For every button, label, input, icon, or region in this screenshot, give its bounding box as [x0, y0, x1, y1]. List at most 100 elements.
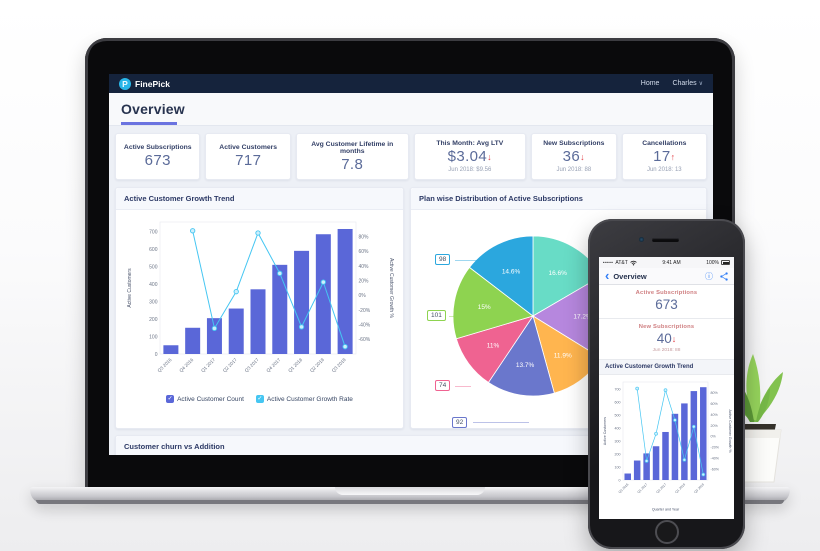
page-header: Overview: [109, 93, 713, 126]
svg-text:400: 400: [149, 282, 158, 288]
pie-callout-line: [449, 316, 463, 317]
kpi-card-active-customers: Active Customers 717: [205, 133, 291, 180]
svg-text:0: 0: [154, 352, 157, 358]
kpi-subtext: Jun 2018: 88: [652, 348, 681, 354]
pie-callout: 74: [435, 380, 451, 391]
svg-text:Active Customer Growth %: Active Customer Growth %: [728, 410, 732, 454]
phone-page-title: Overview: [613, 271, 647, 281]
svg-text:400: 400: [614, 427, 620, 431]
kpi-value: 673: [655, 297, 678, 312]
svg-text:15%: 15%: [478, 304, 491, 311]
pie-chart-area: 16.6% 17.2% 11.9% 13.7% 11% 15% 14.6% 98 101 7…: [411, 210, 706, 428]
svg-text:Q3 2017: Q3 2017: [655, 483, 667, 495]
trend-arrow-icon: ↓: [487, 152, 493, 163]
svg-text:16.6%: 16.6%: [548, 270, 567, 277]
kpi-label: New Subscriptions: [638, 324, 695, 331]
legend-growth-rate[interactable]: ✓ Active Customer Growth Rate: [255, 395, 353, 403]
pie-callout: 101: [427, 310, 446, 321]
kpi-subtext: Jun 2018: 88: [556, 166, 592, 173]
svg-text:Q3 2017: Q3 2017: [243, 357, 259, 373]
svg-text:700: 700: [149, 229, 158, 235]
svg-text:11.9%: 11.9%: [554, 353, 572, 360]
svg-text:20%: 20%: [710, 424, 718, 428]
info-icon[interactable]: ⓘ: [705, 271, 713, 281]
kpi-subtext: Jun 2018: 13: [646, 166, 682, 173]
phone-growth-trend-chart: 0 100 200 300 400 500 600 700 -60% -40% -20% 0% 20% 4…: [603, 382, 732, 512]
pie-callout-line: [473, 422, 529, 423]
phone-kpi-active-subscriptions: Active Subscriptions 673: [599, 285, 734, 320]
svg-text:Active Customers: Active Customers: [603, 417, 607, 445]
phone-camera-icon: [639, 237, 644, 242]
kpi-card-cancellations: Cancellations 17↑ Jun 2018: 13: [621, 133, 708, 180]
kpi-value: 7.8: [341, 155, 364, 173]
svg-text:Q2 2018: Q2 2018: [309, 357, 325, 373]
checkbox-checked-icon[interactable]: ✓: [255, 395, 264, 403]
kpi-subtext: Jun 2018: $9.56: [448, 166, 492, 173]
svg-text:14.6%: 14.6%: [502, 269, 521, 276]
growth-trend-panel: Active Customer Growth Trend 0 100 200 300 4…: [115, 187, 404, 429]
svg-text:60%: 60%: [358, 249, 369, 255]
svg-text:Q2 2017: Q2 2017: [221, 357, 237, 373]
svg-text:700: 700: [614, 388, 620, 392]
kpi-value: 717: [235, 152, 262, 170]
back-button[interactable]: ‹: [605, 268, 610, 283]
legend-label: Active Customer Count: [177, 395, 244, 403]
svg-text:Q3 2016: Q3 2016: [617, 483, 629, 495]
svg-text:-20%: -20%: [710, 446, 719, 450]
brand: P FinePick: [119, 77, 170, 90]
pie-callout: 98: [435, 254, 451, 265]
navbar-links: Home Charles ∨: [641, 80, 703, 87]
wifi-icon: [630, 260, 637, 266]
kpi-card-active-subscriptions: Active Subscriptions 673: [115, 133, 201, 180]
kpi-card-avg-ltv: This Month: Avg LTV $3.04↓ Jun 2018: $9.…: [413, 133, 527, 180]
finepick-logo-icon: P: [119, 77, 131, 90]
svg-text:13.7%: 13.7%: [516, 362, 535, 369]
kpi-label: New Subscriptions: [543, 140, 605, 148]
plan-distribution-pie-chart: 16.6% 17.2% 11.9% 13.7% 11% 15% 14.6%: [452, 235, 614, 397]
user-name: Charles: [672, 80, 697, 87]
chart-legend: ✓ Active Customer Count ✓ Active Custome…: [116, 395, 403, 403]
svg-text:Q3 2018: Q3 2018: [330, 357, 346, 373]
phone-screen: ••••• AT&T 9:41 AM 100% ‹ Overview: [599, 257, 734, 519]
kpi-value: $3.04↓: [447, 148, 493, 166]
kpi-card-new-subscriptions: New Subscriptions 36↓ Jun 2018: 88: [531, 133, 617, 180]
svg-text:60%: 60%: [710, 402, 718, 406]
svg-text:-40%: -40%: [710, 457, 719, 461]
svg-text:0%: 0%: [358, 293, 366, 299]
user-menu[interactable]: Charles ∨: [672, 80, 703, 87]
svg-text:200: 200: [149, 317, 158, 323]
clock-label: 9:41 AM: [662, 259, 681, 266]
kpi-label: Active Subscriptions: [635, 290, 698, 296]
kpi-label: Active Subscriptions: [123, 144, 192, 152]
home-button[interactable]: [654, 520, 679, 544]
svg-text:Q4 2016: Q4 2016: [178, 357, 194, 373]
svg-text:0: 0: [618, 479, 620, 483]
kpi-label: Avg Customer Lifetime in months: [311, 140, 394, 155]
svg-text:600: 600: [614, 401, 620, 405]
svg-text:11%: 11%: [487, 342, 500, 349]
kpi-label: This Month: Avg LTV: [436, 140, 504, 148]
trend-arrow-icon: ↓: [580, 152, 586, 163]
share-icon[interactable]: [720, 271, 728, 281]
svg-text:Q1 2017: Q1 2017: [636, 483, 648, 495]
svg-text:100: 100: [614, 466, 620, 470]
checkbox-checked-icon[interactable]: ✓: [166, 395, 175, 403]
kpi-value: 36↓: [562, 148, 586, 166]
svg-text:500: 500: [614, 414, 620, 418]
panel-title: Active Customer Growth Trend: [116, 188, 403, 210]
svg-text:40%: 40%: [710, 413, 718, 417]
nav-home-link[interactable]: Home: [640, 80, 660, 87]
svg-text:-20%: -20%: [358, 308, 370, 314]
svg-text:-60%: -60%: [710, 468, 719, 472]
svg-text:Q3 2018: Q3 2018: [693, 483, 705, 495]
carrier-label: AT&T: [615, 259, 628, 266]
svg-text:Q1 2017: Q1 2017: [200, 357, 216, 373]
svg-text:500: 500: [149, 264, 158, 270]
svg-text:Active Customer Growth %: Active Customer Growth %: [388, 258, 394, 319]
kpi-value: 673: [144, 152, 171, 170]
phone-device: ••••• AT&T 9:41 AM 100% ‹ Overview: [588, 219, 745, 549]
svg-text:100: 100: [149, 334, 158, 340]
phone-nav-bar: ‹ Overview ⓘ: [599, 268, 734, 285]
legend-active-customer-count[interactable]: ✓ Active Customer Count: [166, 395, 244, 403]
svg-text:Q3 2016: Q3 2016: [156, 357, 172, 373]
